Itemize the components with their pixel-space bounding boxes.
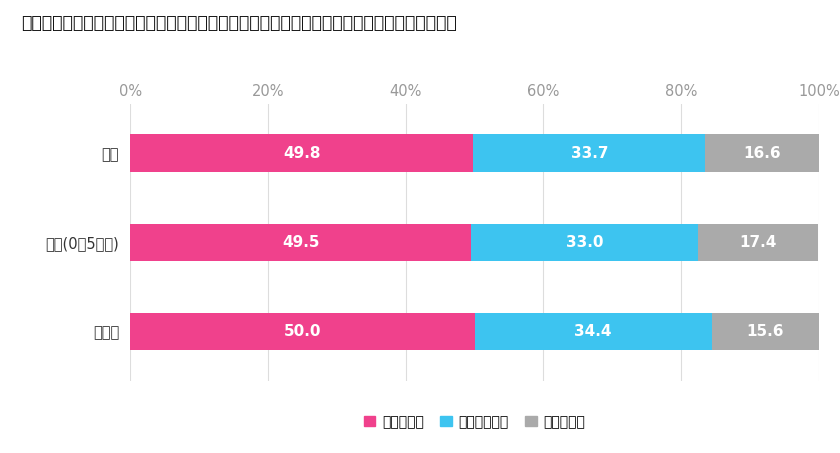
Bar <box>699 224 818 261</box>
Text: 34.4: 34.4 <box>575 324 612 339</box>
Bar <box>706 135 820 172</box>
Text: 15.6: 15.6 <box>747 324 784 339</box>
Text: 50.0: 50.0 <box>284 324 321 339</box>
Text: 17.4: 17.4 <box>740 235 777 250</box>
Text: お子様は、現在、保育園・幼稚園・こども園・小学校で昼食後の歯みがきを行っていますか。: お子様は、現在、保育園・幼稚園・こども園・小学校で昼食後の歯みがきを行っています… <box>21 14 457 32</box>
Text: 49.5: 49.5 <box>282 235 319 250</box>
Text: 16.6: 16.6 <box>743 146 781 161</box>
Bar <box>471 224 699 261</box>
Bar <box>130 224 471 261</box>
Text: 33.7: 33.7 <box>570 146 608 161</box>
Bar <box>130 135 473 172</box>
Bar <box>130 313 475 350</box>
Legend: 行っている, 行っていない, わからない: 行っている, 行っていない, わからない <box>359 409 591 434</box>
Text: 49.8: 49.8 <box>283 146 321 161</box>
Bar <box>711 313 819 350</box>
Text: 33.0: 33.0 <box>566 235 604 250</box>
Bar <box>475 313 711 350</box>
Bar <box>473 135 706 172</box>
